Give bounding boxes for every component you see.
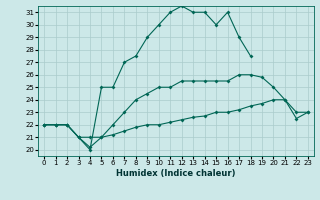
X-axis label: Humidex (Indice chaleur): Humidex (Indice chaleur) xyxy=(116,169,236,178)
